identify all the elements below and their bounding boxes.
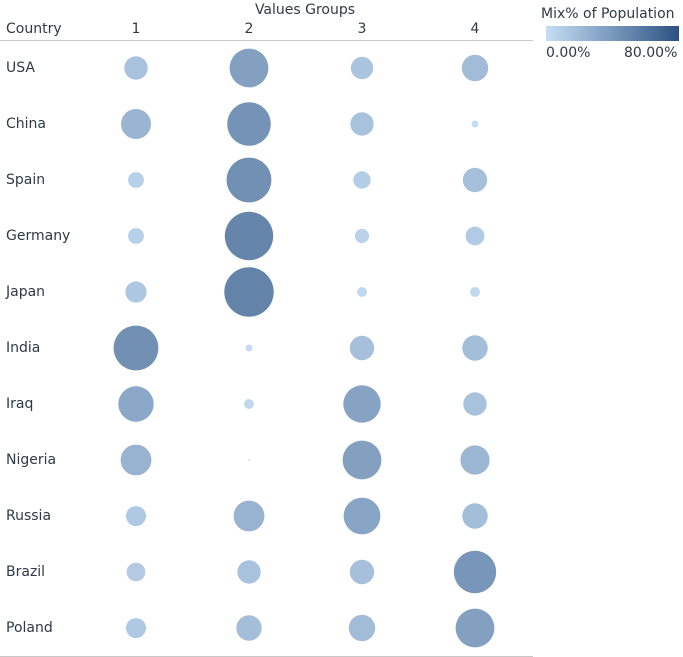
- bubble-nigeria-3: [342, 440, 382, 480]
- row-label-usa: USA: [6, 60, 35, 76]
- bubble-china-1: [121, 109, 151, 139]
- bubble-china-2: [227, 102, 271, 146]
- bubble-germany-2: [224, 211, 274, 261]
- bubble-spain-1: [128, 172, 144, 188]
- bubble-brazil-4: [453, 550, 497, 594]
- row-label-poland: Poland: [6, 620, 53, 636]
- bubble-iraq-4: [463, 392, 487, 416]
- column-header-3: 3: [357, 21, 367, 37]
- bubble-usa-4: [461, 54, 489, 82]
- bubble-poland-1: [126, 618, 146, 638]
- bubble-russia-2: [233, 500, 265, 532]
- column-group-title: Values Groups: [254, 2, 356, 18]
- row-label-spain: Spain: [6, 172, 46, 188]
- bubble-russia-1: [126, 506, 146, 526]
- column-header-2: 2: [244, 21, 254, 37]
- row-label-germany: Germany: [6, 228, 71, 244]
- row-label-russia: Russia: [6, 508, 52, 524]
- bubble-nigeria-1: [120, 444, 152, 476]
- bubble-usa-2: [229, 48, 269, 88]
- bubble-india-1: [113, 325, 159, 371]
- bubble-iraq-1: [118, 386, 154, 422]
- row-label-india: India: [6, 340, 41, 356]
- row-label-iraq: Iraq: [6, 396, 34, 412]
- bubble-japan-2: [224, 267, 274, 317]
- bubble-germany-3: [354, 228, 370, 244]
- column-header-4: 4: [470, 21, 480, 37]
- bubble-iraq-2: [244, 399, 254, 409]
- bubble-brazil-1: [126, 562, 146, 582]
- bubble-spain-2: [226, 157, 272, 203]
- header-divider: [0, 40, 533, 41]
- bubble-japan-1: [125, 281, 147, 303]
- bubble-india-4: [462, 335, 488, 361]
- bubble-usa-3: [350, 56, 374, 80]
- bubble-poland-4: [455, 608, 495, 648]
- bubble-brazil-2: [237, 560, 261, 584]
- bubble-poland-3: [348, 614, 376, 642]
- bubble-nigeria-4: [460, 445, 490, 475]
- bubble-nigeria-2: [248, 459, 250, 461]
- bubble-spain-4: [462, 167, 488, 193]
- row-label-nigeria: Nigeria: [6, 452, 57, 468]
- legend-max-label: 80.00%: [624, 45, 678, 61]
- row-label-japan: Japan: [6, 284, 46, 300]
- bubble-plot: [113, 48, 497, 648]
- bubble-india-3: [349, 335, 375, 361]
- bubble-spain-3: [353, 171, 371, 189]
- row-label-china: China: [6, 116, 46, 132]
- bubble-china-4: [471, 120, 479, 128]
- bubble-germany-1: [128, 228, 144, 244]
- bubble-brazil-3: [349, 559, 375, 585]
- row-label-brazil: Brazil: [6, 564, 46, 580]
- legend-min-label: 0.00%: [546, 45, 591, 61]
- legend-color-ramp: [546, 26, 679, 41]
- bubble-india-2: [245, 344, 253, 352]
- bubble-poland-2: [236, 615, 262, 641]
- column-header-1: 1: [131, 21, 141, 37]
- bubble-germany-4: [465, 226, 485, 246]
- bubble-russia-3: [343, 497, 381, 535]
- bubble-iraq-3: [343, 385, 381, 423]
- legend-title: Mix% of Population: [541, 6, 675, 22]
- bubble-japan-3: [357, 287, 367, 297]
- bubble-russia-4: [462, 503, 488, 529]
- bubble-japan-4: [470, 287, 480, 297]
- row-header: Country: [6, 21, 62, 37]
- bubble-usa-1: [124, 56, 148, 80]
- bubble-china-3: [350, 112, 374, 136]
